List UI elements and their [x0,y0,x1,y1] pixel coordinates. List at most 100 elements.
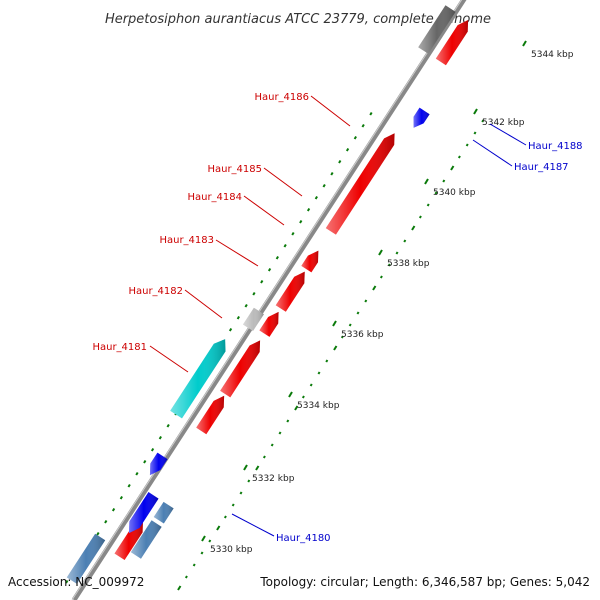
tick-mark [216,525,221,531]
tick-mark [135,471,139,476]
tick-mark [283,243,287,248]
tick-mark [143,459,147,464]
tick-label: 5340 kbp [433,188,476,198]
major-tick [332,320,337,327]
tick-mark [364,299,368,303]
tick-mark [104,519,108,524]
cds-reverse-haur-4188[interactable] [413,107,430,128]
tick-mark [473,131,477,135]
tick-mark [270,443,274,447]
cds-forward[interactable] [114,520,143,561]
cds-forward-haur-4184-shading [275,271,305,312]
tick-mark [291,231,295,236]
rna-gene-haur-4182[interactable] [170,339,226,419]
label-leader-line [263,167,303,197]
tick-mark [426,203,430,207]
tick-label: 5336 kbp [341,330,384,340]
tick-mark [236,315,240,320]
tick-mark [262,455,266,459]
tick-mark [252,291,256,296]
tick-label: 5330 kbp [210,545,253,555]
tick-mark [192,563,196,567]
tick-mark [457,155,461,159]
tick-mark [325,359,329,363]
label-leader-line [149,345,189,373]
cds-forward-shading [114,520,143,561]
tick-mark [411,225,416,231]
rna-gene-haur-4182-shading [170,339,226,419]
tick-mark [301,395,305,399]
tick-mark [340,335,344,339]
gene-label[interactable]: Haur_4180 [276,533,331,544]
major-tick [424,178,429,185]
pseudogene-haur-4183[interactable] [242,307,264,332]
tick-mark [450,165,455,171]
gene-label[interactable]: Haur_4181 [92,342,147,353]
major-tick [473,108,478,115]
tick-mark [372,285,377,291]
tick-mark [223,515,227,519]
tick-mark [228,327,233,332]
backbone-line [71,0,467,600]
gene-label[interactable]: Haur_4186 [254,92,309,103]
tick-mark [345,147,350,152]
tick-mark [403,239,407,243]
tick-mark [442,179,446,183]
label-leader-line [472,139,513,167]
cds-reverse-small-shading [149,452,168,476]
tick-mark [275,255,279,260]
cds-reverse-small[interactable] [149,452,168,476]
tick-mark [481,119,485,123]
tick-mark [434,191,438,195]
tick-mark [208,539,212,543]
feature-left-blue[interactable] [66,533,106,584]
gene-label[interactable]: Haur_4187 [514,162,569,173]
tick-mark [184,575,188,579]
cds-forward-haur-4185-shading [301,250,319,273]
gene-label[interactable]: Haur_4183 [159,235,214,246]
feature-dark-top[interactable] [418,5,456,54]
tick-mark [127,483,131,488]
map-title: Herpetosiphon aurantiacus ATCC 23779, co… [105,12,491,27]
tick-mark [255,465,260,471]
tick-mark [306,207,311,212]
gene-label[interactable]: Haur_4188 [528,141,583,152]
accession-text: Accession: NC_009972 [8,575,144,589]
cds-forward-haur-4181b[interactable] [220,340,261,398]
tick-mark [395,251,399,255]
cds-forward-top[interactable] [435,19,469,66]
cds-forward-haur-4181[interactable] [196,395,225,435]
cds-forward-haur-4183[interactable] [259,311,279,337]
cds-reverse-haur-4180[interactable] [129,492,159,534]
feature-haur-4180-a[interactable] [130,520,162,559]
tick-mark [322,183,326,188]
cds-reverse-haur-4180-shading [129,492,159,534]
tick-mark [294,405,299,411]
feature-dark-top-shading [418,5,456,54]
backbone-highlight [71,0,463,600]
cds-forward-haur-4184[interactable] [275,271,305,312]
genome-summary-text: Topology: circular; Length: 6,346,587 bp… [259,575,590,589]
tick-mark [361,123,365,128]
tick-mark [348,323,352,327]
tick-mark [239,491,243,495]
feature-haur-4180-b[interactable] [153,501,174,524]
major-tick [522,40,527,47]
major-tick [201,535,206,542]
tick-mark [150,447,155,452]
gene-label[interactable]: Haur_4184 [187,192,242,203]
tick-mark [333,345,338,351]
tick-ruler: 5330 kbp 5332 kbp 5334 kbp 5336 kbp 5338 kbp… [65,40,574,591]
gene-label[interactable]: Haur_4182 [128,286,183,297]
feature-track [66,5,469,584]
major-tick [243,464,248,471]
label-leader-line [489,123,527,146]
label-leader-line [184,289,223,319]
tick-mark [200,551,204,555]
gene-label[interactable]: Haur_4185 [207,164,262,175]
cds-forward-haur-4186[interactable] [325,133,395,235]
tick-mark [369,111,373,116]
tick-mark [299,219,303,224]
cds-forward-haur-4185[interactable] [301,250,319,273]
